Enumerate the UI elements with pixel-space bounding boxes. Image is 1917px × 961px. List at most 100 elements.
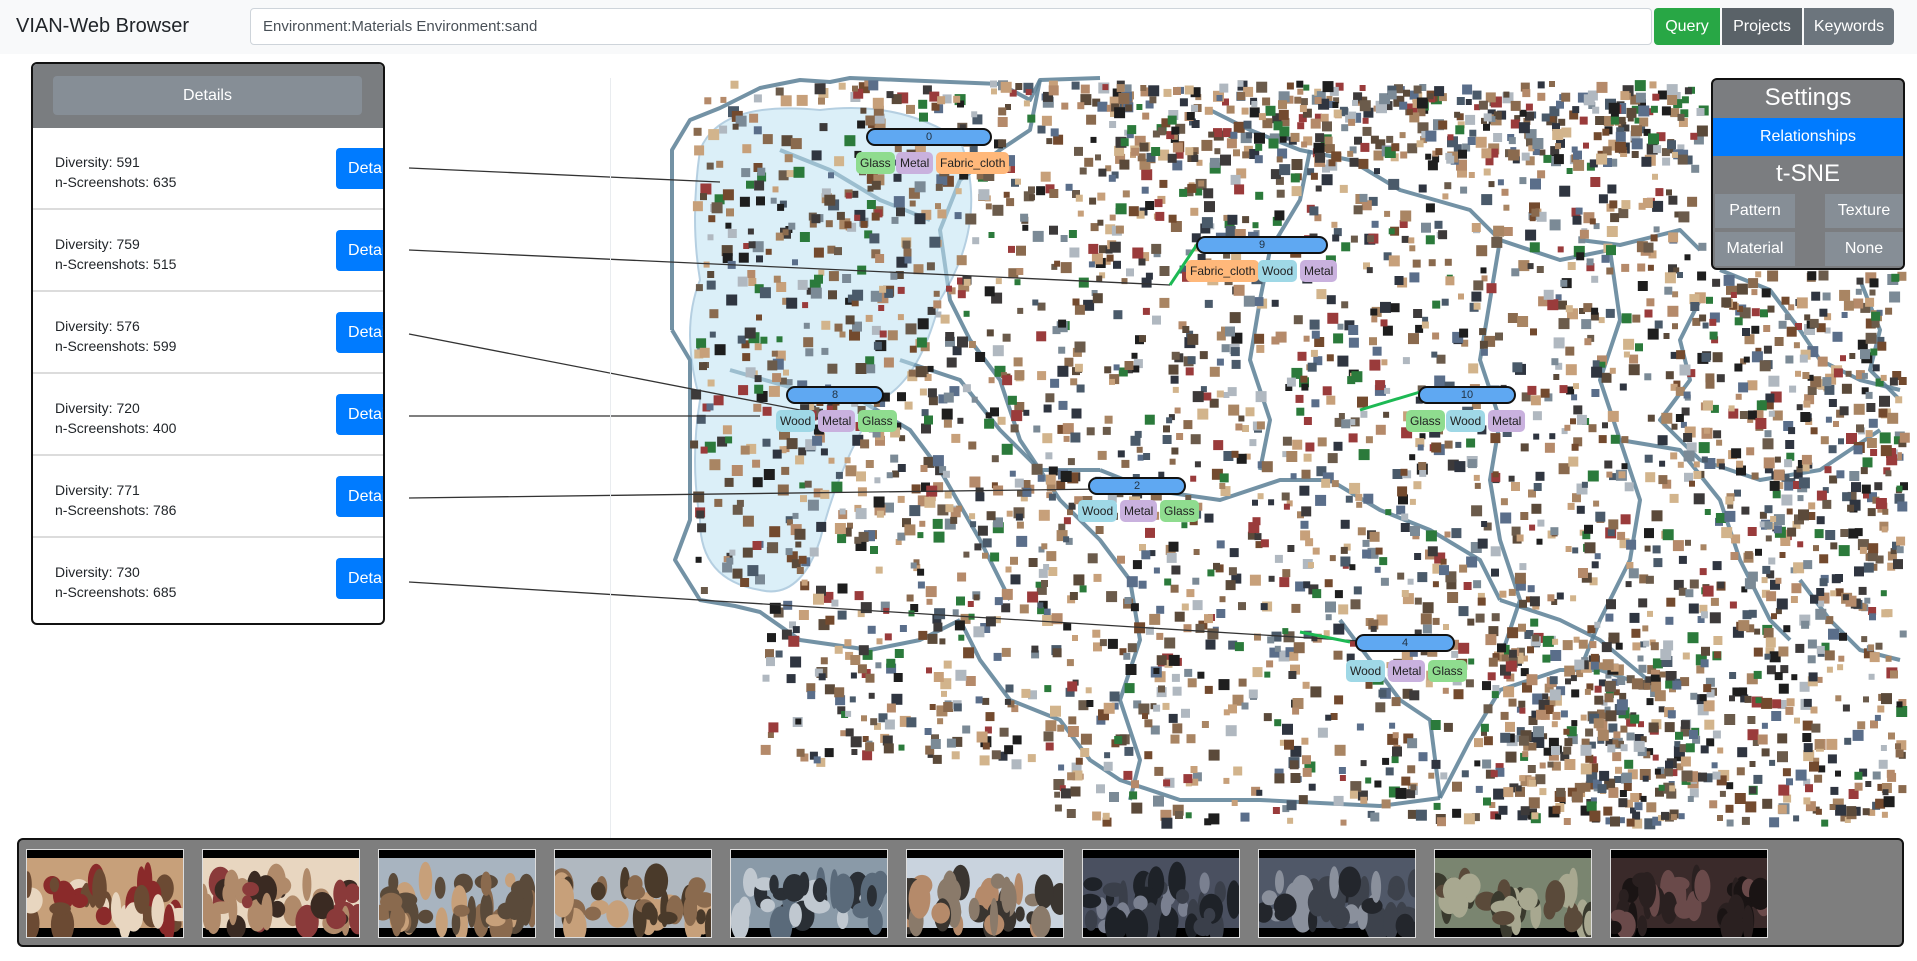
screenshot-point[interactable] bbox=[1742, 328, 1750, 336]
screenshot-point[interactable] bbox=[1077, 102, 1085, 110]
screenshot-point[interactable] bbox=[1480, 723, 1489, 732]
screenshot-point[interactable] bbox=[1594, 685, 1602, 693]
screenshot-point[interactable] bbox=[845, 192, 852, 199]
screenshot-point[interactable] bbox=[1134, 135, 1146, 147]
screenshot-point[interactable] bbox=[1065, 183, 1073, 191]
screenshot-point[interactable] bbox=[953, 95, 961, 103]
screenshot-point[interactable] bbox=[1878, 408, 1888, 418]
screenshot-point[interactable] bbox=[895, 539, 902, 545]
screenshot-point[interactable] bbox=[1409, 648, 1418, 657]
screenshot-point[interactable] bbox=[1594, 695, 1604, 705]
screenshot-point[interactable] bbox=[1209, 398, 1219, 408]
screenshot-point[interactable] bbox=[1544, 683, 1554, 693]
screenshot-point[interactable] bbox=[1641, 156, 1652, 167]
screenshot-point[interactable] bbox=[977, 525, 988, 536]
screenshot-point[interactable] bbox=[1639, 117, 1649, 127]
screenshot-point[interactable] bbox=[1035, 581, 1042, 588]
screenshot-point[interactable] bbox=[1249, 107, 1260, 118]
screenshot-point[interactable] bbox=[1174, 611, 1185, 622]
screenshot-point[interactable] bbox=[1381, 359, 1388, 366]
screenshot-point[interactable] bbox=[1527, 263, 1534, 270]
screenshot-point[interactable] bbox=[726, 208, 734, 217]
screenshot-point[interactable] bbox=[1848, 528, 1859, 539]
screenshot-point[interactable] bbox=[1597, 709, 1607, 720]
screenshot-point[interactable] bbox=[1042, 96, 1054, 108]
none-button[interactable]: None bbox=[1825, 232, 1903, 266]
screenshot-point[interactable] bbox=[1290, 745, 1302, 757]
screenshot-point[interactable] bbox=[969, 476, 981, 488]
screenshot-point[interactable] bbox=[927, 751, 934, 758]
screenshot-point[interactable] bbox=[756, 314, 762, 321]
screenshot-point[interactable] bbox=[1040, 171, 1051, 182]
screenshot-point[interactable] bbox=[1052, 326, 1061, 335]
screenshot-point[interactable] bbox=[1142, 112, 1150, 120]
screenshot-point[interactable] bbox=[699, 362, 707, 371]
screenshot-point[interactable] bbox=[1756, 400, 1767, 411]
screenshot-point[interactable] bbox=[1665, 671, 1677, 682]
screenshot-point[interactable] bbox=[883, 357, 894, 368]
screenshot-point[interactable] bbox=[1879, 521, 1889, 531]
screenshot-point[interactable] bbox=[1303, 84, 1310, 91]
screenshot-point[interactable] bbox=[1218, 679, 1230, 691]
screenshot-point[interactable] bbox=[879, 285, 887, 293]
screenshot-point[interactable] bbox=[1883, 796, 1895, 808]
screenshot-point[interactable] bbox=[1571, 720, 1578, 727]
screenshot-point[interactable] bbox=[1057, 365, 1069, 377]
screenshot-point[interactable] bbox=[726, 294, 738, 306]
screenshot-point[interactable] bbox=[1126, 268, 1134, 277]
screenshot-point[interactable] bbox=[1482, 759, 1492, 769]
screenshot-point[interactable] bbox=[1288, 671, 1297, 679]
screenshot-point[interactable] bbox=[1689, 480, 1695, 487]
screenshot-point[interactable] bbox=[1067, 472, 1079, 484]
screenshot-point[interactable] bbox=[1851, 482, 1861, 493]
screenshot-point[interactable] bbox=[1761, 589, 1770, 598]
screenshot-point[interactable] bbox=[993, 616, 1001, 624]
screenshot-point[interactable] bbox=[1413, 85, 1422, 94]
screenshot-point[interactable] bbox=[1532, 411, 1542, 421]
screenshot-point[interactable] bbox=[1395, 787, 1407, 799]
screenshot-point[interactable] bbox=[1287, 545, 1295, 552]
screenshot-point[interactable] bbox=[1166, 131, 1175, 140]
screenshot-point[interactable] bbox=[1208, 813, 1220, 825]
screenshot-point[interactable] bbox=[1535, 774, 1546, 785]
screenshot-point[interactable] bbox=[1551, 721, 1558, 728]
screenshot-point[interactable] bbox=[1625, 581, 1632, 588]
screenshot-point[interactable] bbox=[696, 414, 706, 424]
screenshot-point[interactable] bbox=[1589, 159, 1598, 168]
screenshot-point[interactable] bbox=[1192, 577, 1200, 585]
screenshot-point[interactable] bbox=[1097, 450, 1107, 460]
screenshot-point[interactable] bbox=[1159, 297, 1170, 308]
screenshot-point[interactable] bbox=[1067, 681, 1078, 692]
screenshot-point[interactable] bbox=[1602, 422, 1608, 429]
screenshot-point[interactable] bbox=[1037, 474, 1045, 482]
screenshot-point[interactable] bbox=[1572, 547, 1579, 554]
screenshot-point[interactable] bbox=[1624, 482, 1634, 492]
screenshot-point[interactable] bbox=[1578, 568, 1588, 578]
screenshot-point[interactable] bbox=[1123, 652, 1131, 660]
screenshot-point[interactable] bbox=[1552, 638, 1559, 645]
screenshot-point[interactable] bbox=[1751, 289, 1758, 296]
screenshot-point[interactable] bbox=[1251, 101, 1258, 107]
screenshot-point[interactable] bbox=[737, 276, 748, 287]
screenshot-point[interactable] bbox=[855, 363, 867, 374]
screenshot-point[interactable] bbox=[1746, 624, 1755, 633]
screenshot-point[interactable] bbox=[875, 435, 885, 446]
screenshot-point[interactable] bbox=[1505, 721, 1515, 732]
screenshot-point[interactable] bbox=[1845, 595, 1857, 607]
screenshot-point[interactable] bbox=[1699, 604, 1708, 613]
screenshot-point[interactable] bbox=[1863, 648, 1874, 659]
screenshot-point[interactable] bbox=[917, 532, 924, 539]
screenshot-point[interactable] bbox=[1549, 219, 1561, 231]
screenshot-point[interactable] bbox=[1324, 136, 1333, 145]
screenshot-point[interactable] bbox=[939, 466, 947, 474]
screenshot-point[interactable] bbox=[1190, 766, 1198, 773]
screenshot-point[interactable] bbox=[1489, 802, 1496, 808]
screenshot-point[interactable] bbox=[1802, 372, 1810, 379]
screenshot-point[interactable] bbox=[1590, 797, 1597, 804]
screenshot-point[interactable] bbox=[1537, 81, 1545, 89]
screenshot-point[interactable] bbox=[795, 455, 805, 465]
screenshot-point[interactable] bbox=[1648, 250, 1657, 259]
screenshot-point[interactable] bbox=[1006, 510, 1013, 517]
screenshot-point[interactable] bbox=[1074, 496, 1083, 505]
screenshot-point[interactable] bbox=[1428, 259, 1436, 267]
